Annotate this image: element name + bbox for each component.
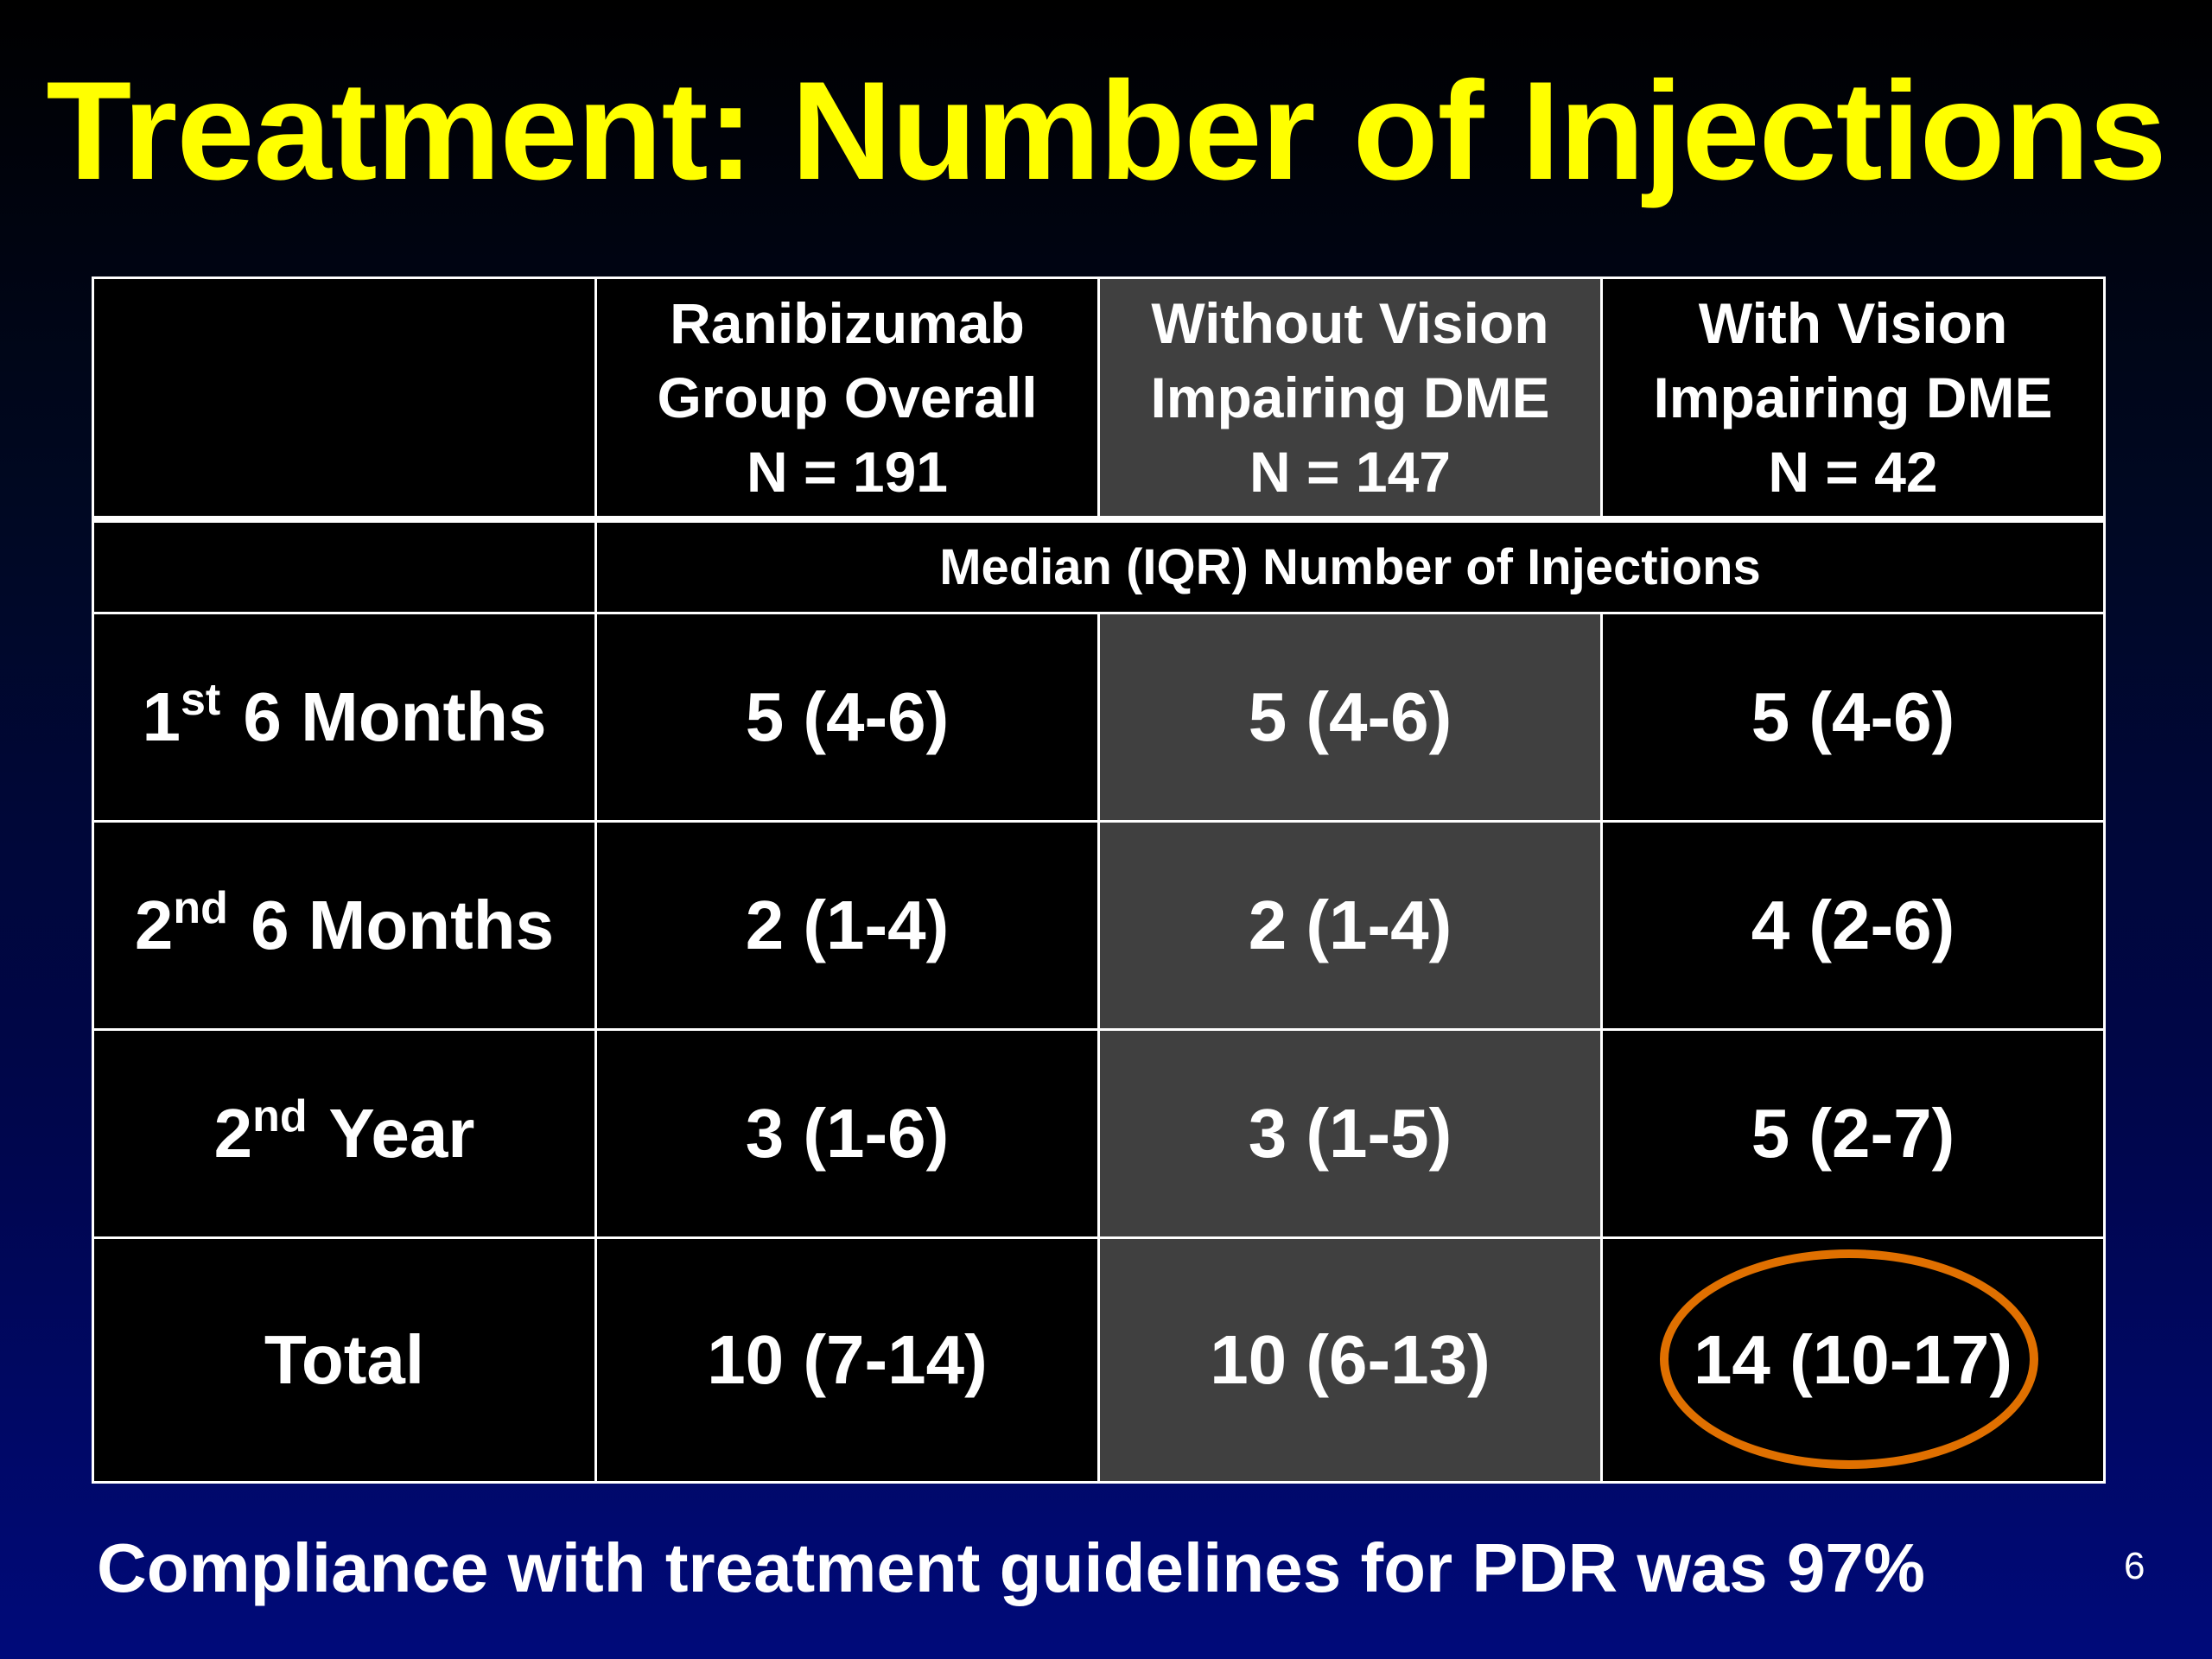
table-row-total: Total 10 (7-14) 10 (6-13) 14 (10-17) xyxy=(92,1236,2106,1484)
row-label: 1st 6 Months xyxy=(92,612,597,823)
table-cell: 5 (4-6) xyxy=(1600,612,2106,823)
footer-note: Compliance with treatment guidelines for… xyxy=(97,1529,1926,1606)
slide-title: Treatment: Number of Injections xyxy=(46,53,2166,209)
table-cell: 10 (7-14) xyxy=(594,1236,1100,1484)
page-number: 6 xyxy=(2124,1545,2145,1587)
highlighted-cell: 14 (10-17) xyxy=(1600,1236,2106,1484)
subheader-label: Median (IQR) Number of Injections xyxy=(594,516,2106,614)
table-cell: 3 (1-5) xyxy=(1097,1028,1603,1239)
table-row: 2nd Year 3 (1-6) 3 (1-5) 5 (2-7) xyxy=(92,1028,2106,1239)
table-cell: 5 (4-6) xyxy=(594,612,1100,823)
subheader-blank-cell xyxy=(92,516,597,614)
column-header-overall: Ranibizumab Group Overall N = 191 xyxy=(594,276,1100,521)
table-cell: 5 (2-7) xyxy=(1600,1028,2106,1239)
table-cell: 2 (1-4) xyxy=(594,820,1100,1031)
table-row: 1st 6 Months 5 (4-6) 5 (4-6) 5 (4-6) xyxy=(92,612,2106,823)
column-header-without-dme: Without Vision Impairing DME N = 147 xyxy=(1097,276,1603,521)
table-subheader-row: Median (IQR) Number of Injections xyxy=(92,516,2106,614)
table-cell: 4 (2-6) xyxy=(1600,820,2106,1031)
highlight-ellipse xyxy=(1660,1249,2038,1469)
table-cell: 2 (1-4) xyxy=(1097,820,1603,1031)
table-cell: 5 (4-6) xyxy=(1097,612,1603,823)
injections-table: Ranibizumab Group Overall N = 191 Withou… xyxy=(92,276,2106,1484)
row-label-total: Total xyxy=(92,1236,597,1484)
table-row: 2nd 6 Months 2 (1-4) 2 (1-4) 4 (2-6) xyxy=(92,820,2106,1031)
table-cell: 3 (1-6) xyxy=(594,1028,1100,1239)
column-header-with-dme: With Vision Impairing DME N = 42 xyxy=(1600,276,2106,521)
corner-cell xyxy=(92,276,597,521)
row-label: 2nd 6 Months xyxy=(92,820,597,1031)
table-cell: 10 (6-13) xyxy=(1097,1236,1603,1484)
row-label: 2nd Year xyxy=(92,1028,597,1239)
table-header-row: Ranibizumab Group Overall N = 191 Withou… xyxy=(92,276,2106,521)
